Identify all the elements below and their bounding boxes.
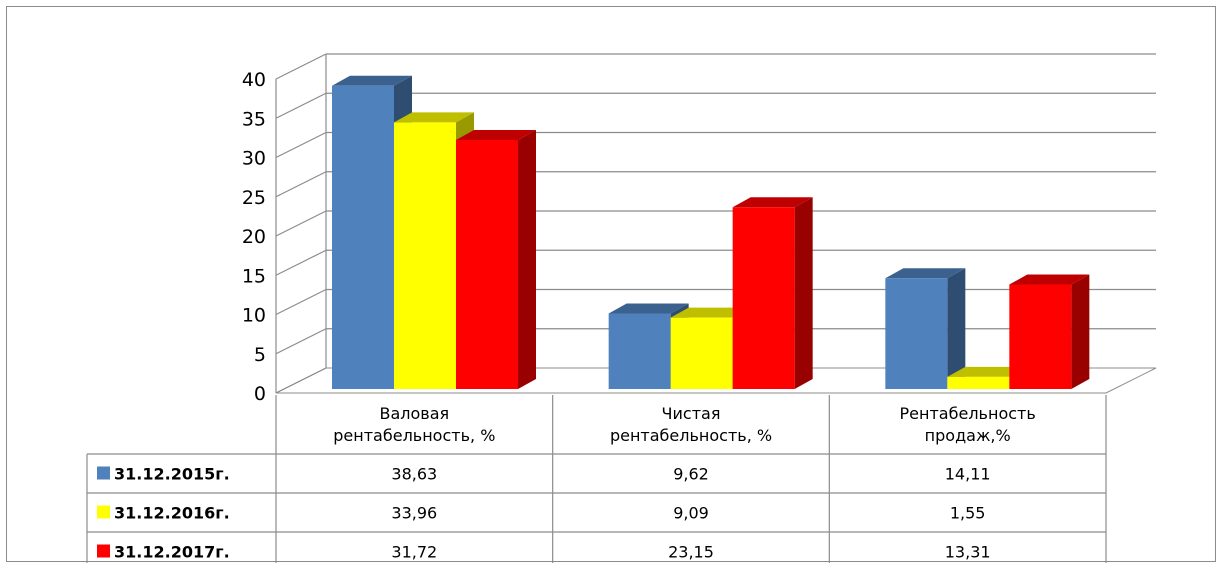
bar-top <box>608 303 689 314</box>
data-label: 1,55 <box>950 504 986 523</box>
bar-top <box>885 268 966 279</box>
legend-label: 31.12.2016г. <box>114 504 230 523</box>
bar-side <box>794 197 813 389</box>
bar-top <box>670 307 751 318</box>
legend-swatch <box>97 466 110 480</box>
data-label: 31,72 <box>391 543 437 562</box>
legend-swatch <box>97 544 110 558</box>
y-tick-label: 15 <box>242 265 266 287</box>
legend-label: 31.12.2017г. <box>114 543 230 562</box>
bar-side <box>1071 274 1090 389</box>
y-tick-label: 30 <box>242 148 266 170</box>
y-tick-label: 40 <box>242 69 266 91</box>
bar <box>947 376 1010 389</box>
bar-top <box>456 129 536 140</box>
side-gridline <box>275 131 327 159</box>
bar-top <box>332 75 412 86</box>
category-label: продаж,% <box>925 426 1011 445</box>
y-tick-label: 35 <box>242 108 266 130</box>
category-label: Валовая <box>380 404 450 423</box>
side-gridline <box>275 53 327 80</box>
bar <box>732 207 795 389</box>
bar-top <box>947 366 1028 377</box>
y-tick-label: 0 <box>254 383 266 405</box>
y-tick-label: 10 <box>242 305 266 327</box>
bar <box>332 85 394 389</box>
data-label: 33,96 <box>391 504 437 523</box>
bar-top <box>394 112 474 123</box>
side-gridline <box>275 367 327 394</box>
side-gridline <box>275 328 327 355</box>
y-tick-label: 5 <box>254 344 266 366</box>
bar-top <box>1009 274 1090 285</box>
data-label: 38,63 <box>391 465 437 484</box>
bar <box>885 278 948 389</box>
category-label: рентабельность, % <box>610 426 772 445</box>
legend-label: 31.12.2015г. <box>114 465 230 484</box>
legend-swatch <box>97 505 110 519</box>
bar-top <box>732 197 813 208</box>
chart-frame: 0 5 10 15 20 25 30 35 40 Валовая рентабельность, %… <box>6 6 1216 563</box>
data-label: 14,11 <box>945 465 991 484</box>
bar-chart: 0 5 10 15 20 25 30 35 40 Валовая рентабельность, %… <box>86 53 1157 563</box>
bar <box>608 313 671 389</box>
side-gridline <box>275 92 327 119</box>
bar-side <box>947 268 966 389</box>
bar <box>670 317 733 389</box>
side-gridline <box>275 210 327 237</box>
side-gridline <box>275 249 327 276</box>
bar-side <box>518 129 536 390</box>
bar <box>394 122 456 389</box>
data-label: 9,62 <box>673 465 709 484</box>
side-gridline <box>275 288 327 316</box>
data-label: 13,31 <box>945 543 991 562</box>
data-label: 23,15 <box>668 543 714 562</box>
bar <box>456 139 518 389</box>
y-tick-label: 25 <box>242 187 266 209</box>
category-label: Чистая <box>662 404 721 423</box>
side-gridline <box>275 171 327 198</box>
category-label: рентабельность, % <box>333 426 495 445</box>
category-label: Рентабельность <box>900 404 1036 423</box>
y-tick-label: 20 <box>242 226 266 248</box>
bar <box>1009 284 1072 389</box>
data-label: 9,09 <box>673 504 709 523</box>
